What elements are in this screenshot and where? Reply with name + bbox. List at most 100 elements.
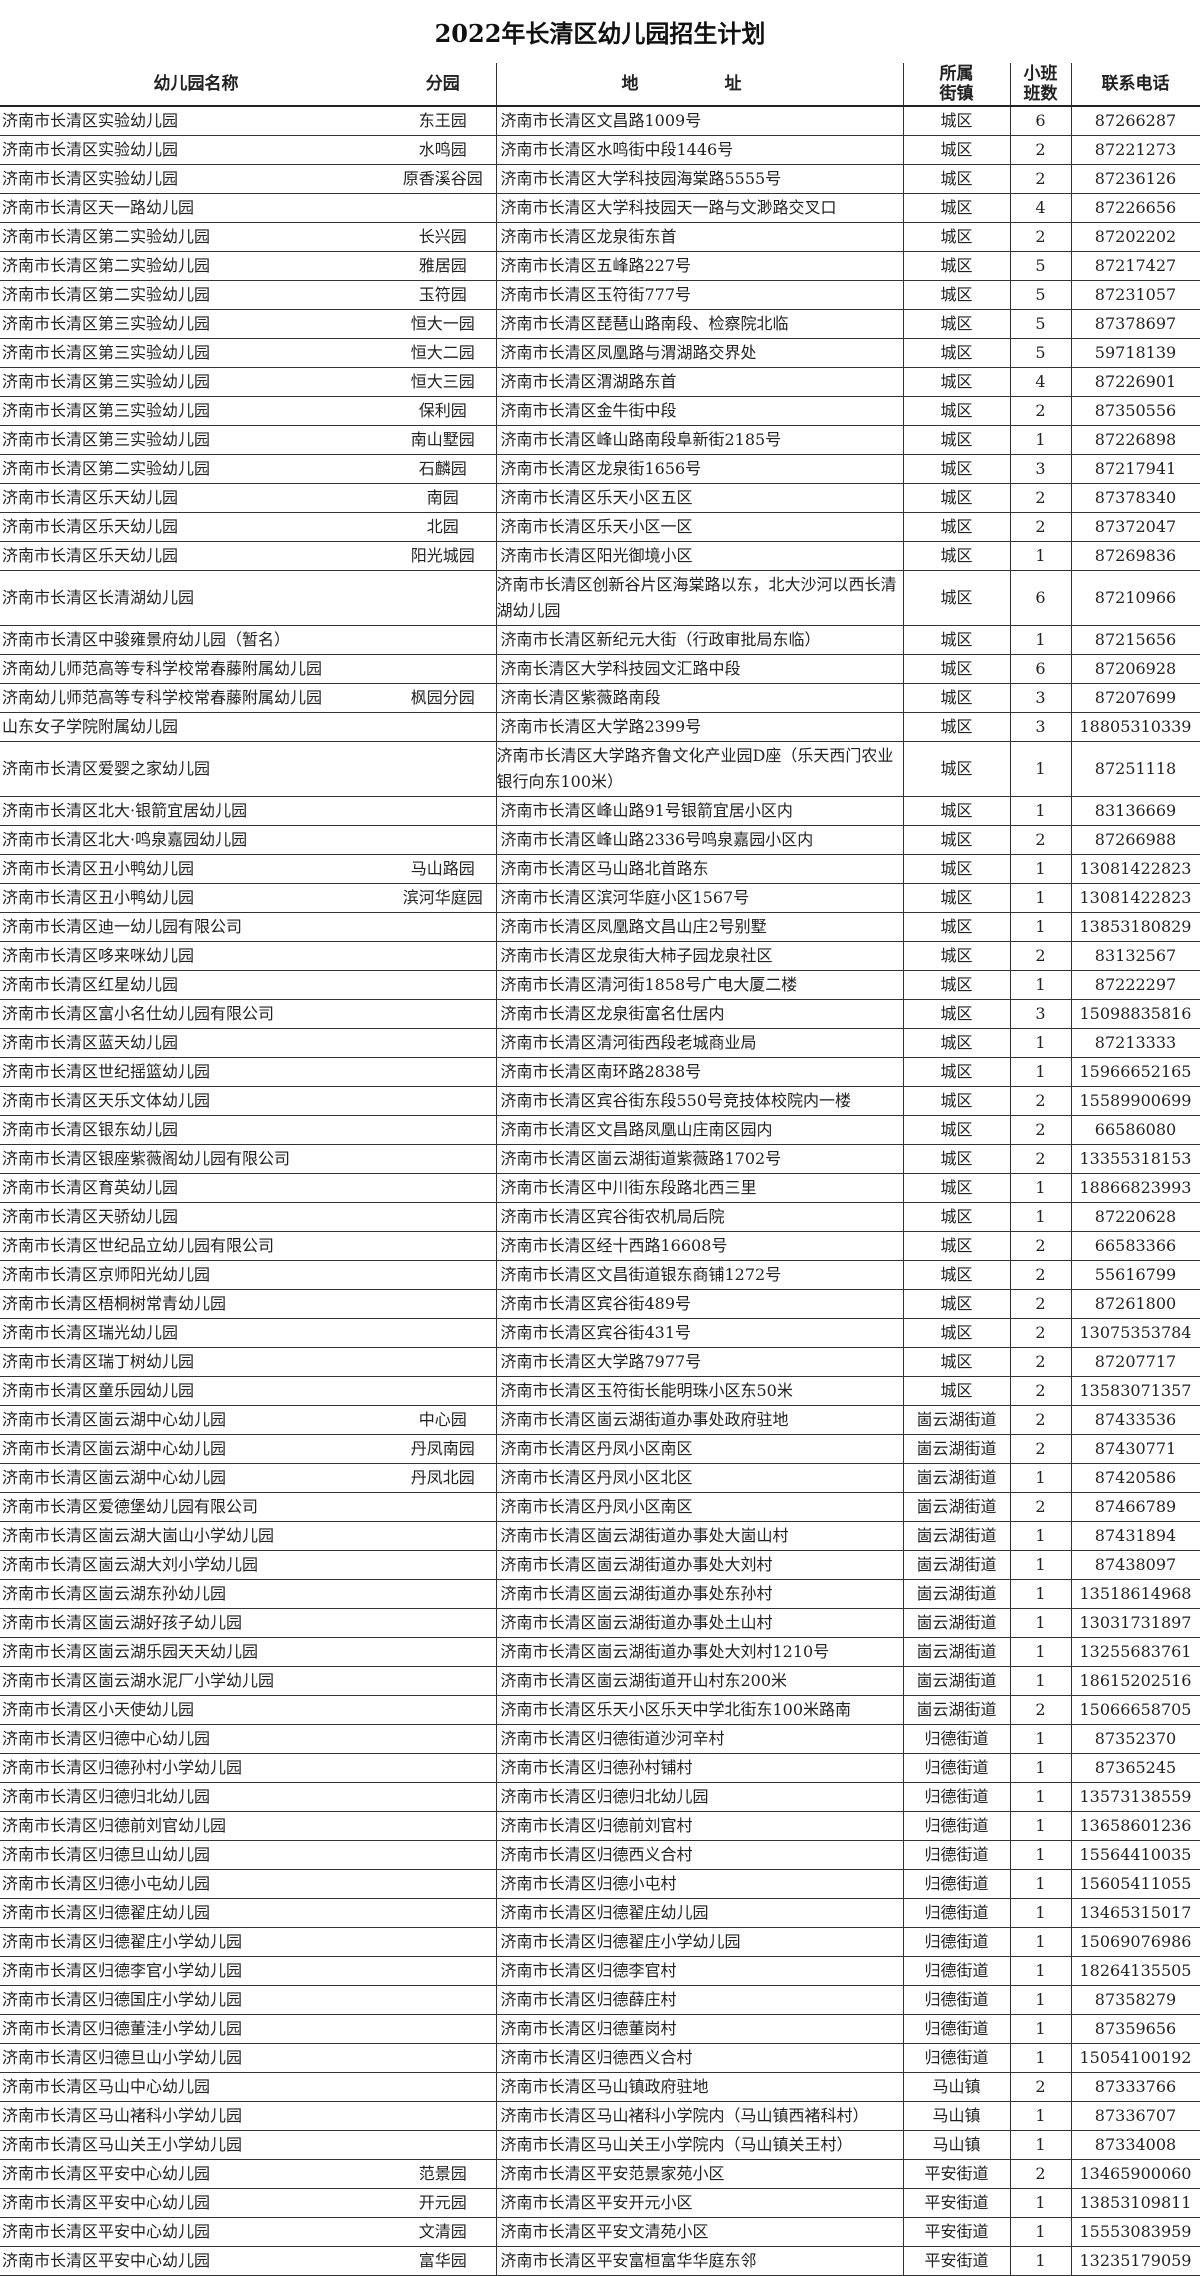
class-count-cell: 1 xyxy=(1010,1608,1072,1638)
table-row: 济南市长清区归德前刘官幼儿园 济南市长清区归德前刘官村 归德街道 1 136586012… xyxy=(0,1811,1200,1841)
table-row: 济南市长清区北大·鸣泉嘉园幼儿园 济南市长清区峰山路2336号鸣泉嘉园小区内 城区 2… xyxy=(0,825,1200,855)
table-row: 济南市长清区归德董洼小学幼儿园 济南市长清区归德董岗村 归德街道 1 87359656 xyxy=(0,2014,1200,2044)
table-row: 济南市长清区平安中心幼儿园 开元园 济南市长清区平安开元小区 平安街道 1 1385310… xyxy=(0,2188,1200,2218)
phone-number-cell: 87352370 xyxy=(1071,1724,1200,1754)
class-count-cell: 2 xyxy=(1010,1318,1072,1348)
street-town-cell: 崮云湖街道 xyxy=(903,1579,1011,1609)
table-body: 济南市长清区实验幼儿园 东王园 济南市长清区文昌路1009号 城区 6 87266287 济… xyxy=(0,106,1200,2276)
phone-number-cell: 15054100192 xyxy=(1071,2043,1200,2073)
table-row: 济南市长清区归德归北幼儿园 济南市长清区归德归北幼儿园 归德街道 1 135731385… xyxy=(0,1782,1200,1812)
address-cell: 济南市长清区丹凤小区南区 xyxy=(496,1434,904,1464)
class-count-cell: 1 xyxy=(1010,1550,1072,1580)
phone-number-cell: 87261800 xyxy=(1071,1289,1200,1319)
street-town-cell: 城区 xyxy=(903,825,1011,855)
phone-number-cell: 13031731897 xyxy=(1071,1608,1200,1638)
address-cell: 济南市长清区文昌街道银东商铺1272号 xyxy=(496,1260,904,1290)
phone-number-cell: 87358279 xyxy=(1071,1985,1200,2015)
kindergarten-name-cell: 济南市长清区长清湖幼儿园 xyxy=(0,570,390,626)
address-cell: 济南市长清区新纪元大街（行政审批局东临） xyxy=(496,625,904,655)
street-town-cell: 归德街道 xyxy=(903,1782,1011,1812)
phone-number-cell: 13355318153 xyxy=(1071,1144,1200,1174)
phone-number-cell: 87350556 xyxy=(1071,396,1200,426)
table-row: 济南市长清区崮云湖水泥厂小学幼儿园 济南市长清区崮云湖街道开山村东200米 崮云湖街… xyxy=(0,1666,1200,1696)
class-count-cell: 2 xyxy=(1010,1695,1072,1725)
kindergarten-name-cell: 济南市长清区银东幼儿园 xyxy=(0,1115,390,1145)
street-town-cell: 城区 xyxy=(903,1028,1011,1058)
table-row: 济南市长清区归德国庄小学幼儿园 济南市长清区归德薛庄村 归德街道 1 87358279 xyxy=(0,1985,1200,2015)
kindergarten-name-cell: 济南市长清区第三实验幼儿园 xyxy=(0,309,390,339)
branch-name-cell xyxy=(390,1637,497,1667)
branch-name-cell xyxy=(390,825,497,855)
kindergarten-name-cell: 济南市长清区第三实验幼儿园 xyxy=(0,396,390,426)
table-row: 济南市长清区第三实验幼儿园 恒大三园 济南市长清区渭湖路东首 城区 4 87226901 xyxy=(0,367,1200,397)
branch-name-cell xyxy=(390,999,497,1029)
address-cell: 济南市长清区平安范景家苑小区 xyxy=(496,2159,904,2189)
branch-name-cell xyxy=(390,796,497,826)
class-count-cell: 2 xyxy=(1010,1405,1072,1435)
address-cell: 济南市长清区大学科技园海棠路5555号 xyxy=(496,164,904,194)
table-row: 济南市长清区长清湖幼儿园 济南市长清区创新谷片区海棠路以东，北大沙河以西长清湖幼儿… xyxy=(0,570,1200,626)
address-cell: 济南市长清区归德李官村 xyxy=(496,1956,904,1986)
street-town-cell: 城区 xyxy=(903,796,1011,826)
table-row: 济南市长清区京师阳光幼儿园 济南市长清区文昌街道银东商铺1272号 城区 2 55616… xyxy=(0,1260,1200,1290)
phone-number-cell: 66583366 xyxy=(1071,1231,1200,1261)
street-town-cell: 城区 xyxy=(903,396,1011,426)
table-row: 济南市长清区乐天幼儿园 南园 济南市长清区乐天小区五区 城区 2 87378340 xyxy=(0,483,1200,513)
table-row: 济南幼儿师范高等专科学校常春藤附属幼儿园 济南长清区大学科技园文汇路中段 城区 6 87… xyxy=(0,654,1200,684)
branch-name-cell xyxy=(390,2130,497,2160)
address-cell: 济南市长清区丹凤小区南区 xyxy=(496,1492,904,1522)
phone-number-cell: 55616799 xyxy=(1071,1260,1200,1290)
kindergarten-name-cell: 济南市长清区崮云湖中心幼儿园 xyxy=(0,1434,390,1464)
class-count-cell: 2 xyxy=(1010,1289,1072,1319)
address-cell: 济南市长清区归德薛庄村 xyxy=(496,1985,904,2015)
table-row: 济南市长清区哆来咪幼儿园 济南市长清区龙泉街大柿子园龙泉社区 城区 2 83132567 xyxy=(0,941,1200,971)
kindergarten-name-cell: 济南市长清区实验幼儿园 xyxy=(0,135,390,165)
address-cell: 济南市长清区玉符街长能明珠小区东50米 xyxy=(496,1376,904,1406)
class-count-cell: 3 xyxy=(1010,999,1072,1029)
branch-name-cell xyxy=(390,1086,497,1116)
class-count-cell: 6 xyxy=(1010,570,1072,626)
address-cell: 济南市长清区峰山路2336号鸣泉嘉园小区内 xyxy=(496,825,904,855)
class-count-cell: 2 xyxy=(1010,1492,1072,1522)
class-count-cell: 1 xyxy=(1010,2101,1072,2131)
class-count-cell: 1 xyxy=(1010,1811,1072,1841)
street-town-cell: 城区 xyxy=(903,338,1011,368)
branch-name-cell: 原香溪谷园 xyxy=(390,164,497,194)
street-town-cell: 马山镇 xyxy=(903,2101,1011,2131)
kindergarten-name-cell: 济南市长清区北大·银箭宜居幼儿园 xyxy=(0,796,390,826)
kindergarten-name-cell: 济南市长清区育英幼儿园 xyxy=(0,1173,390,1203)
table-row: 济南市长清区实验幼儿园 东王园 济南市长清区文昌路1009号 城区 6 87266287 xyxy=(0,106,1200,136)
address-cell: 济南市长清区峰山路南段阜新街2185号 xyxy=(496,425,904,455)
street-town-cell: 城区 xyxy=(903,367,1011,397)
table-row: 济南市长清区崮云湖东孙幼儿园 济南市长清区崮云湖街道办事处东孙村 崮云湖街道 1 135… xyxy=(0,1579,1200,1609)
kindergarten-name-cell: 济南市长清区崮云湖好孩子幼儿园 xyxy=(0,1608,390,1638)
table-row: 济南市长清区天一路幼儿园 济南市长清区大学科技园天一路与文渺路交叉口 城区 4 8722… xyxy=(0,193,1200,223)
phone-number-cell: 87420586 xyxy=(1071,1463,1200,1493)
kindergarten-name-cell: 济南市长清区马山关王小学幼儿园 xyxy=(0,2130,390,2160)
phone-number-cell: 13465315017 xyxy=(1071,1898,1200,1928)
table-row: 济南市长清区世纪品立幼儿园有限公司 济南市长清区经十西路16608号 城区 2 6658… xyxy=(0,1231,1200,1261)
class-count-cell: 2 xyxy=(1010,483,1072,513)
phone-number-cell: 13518614968 xyxy=(1071,1579,1200,1609)
class-count-cell: 1 xyxy=(1010,1637,1072,1667)
street-town-cell: 城区 xyxy=(903,1057,1011,1087)
address-cell: 济南市长清区归德小屯村 xyxy=(496,1869,904,1899)
phone-number-cell: 87266988 xyxy=(1071,825,1200,855)
branch-name-cell xyxy=(390,1753,497,1783)
address-cell: 济南市长清区宾谷街489号 xyxy=(496,1289,904,1319)
kindergarten-name-cell: 济南市长清区平安中心幼儿园 xyxy=(0,2246,390,2276)
street-town-cell: 城区 xyxy=(903,1202,1011,1232)
street-town-cell: 崮云湖街道 xyxy=(903,1637,1011,1667)
address-cell: 济南市长清区归德西义合村 xyxy=(496,2043,904,2073)
kindergarten-name-cell: 济南市长清区哆来咪幼儿园 xyxy=(0,941,390,971)
branch-name-cell xyxy=(390,1898,497,1928)
branch-name-cell: 马山路园 xyxy=(390,854,497,884)
branch-name-cell: 文清园 xyxy=(390,2217,497,2247)
street-town-cell: 城区 xyxy=(903,1173,1011,1203)
address-cell: 济南市长清区归德西义合村 xyxy=(496,1840,904,1870)
branch-name-cell xyxy=(390,941,497,971)
phone-number-cell: 87433536 xyxy=(1071,1405,1200,1435)
kindergarten-name-cell: 济南市长清区丑小鸭幼儿园 xyxy=(0,883,390,913)
address-cell: 济南市长清区龙泉街富名仕居内 xyxy=(496,999,904,1029)
branch-name-cell: 北园 xyxy=(390,512,497,542)
